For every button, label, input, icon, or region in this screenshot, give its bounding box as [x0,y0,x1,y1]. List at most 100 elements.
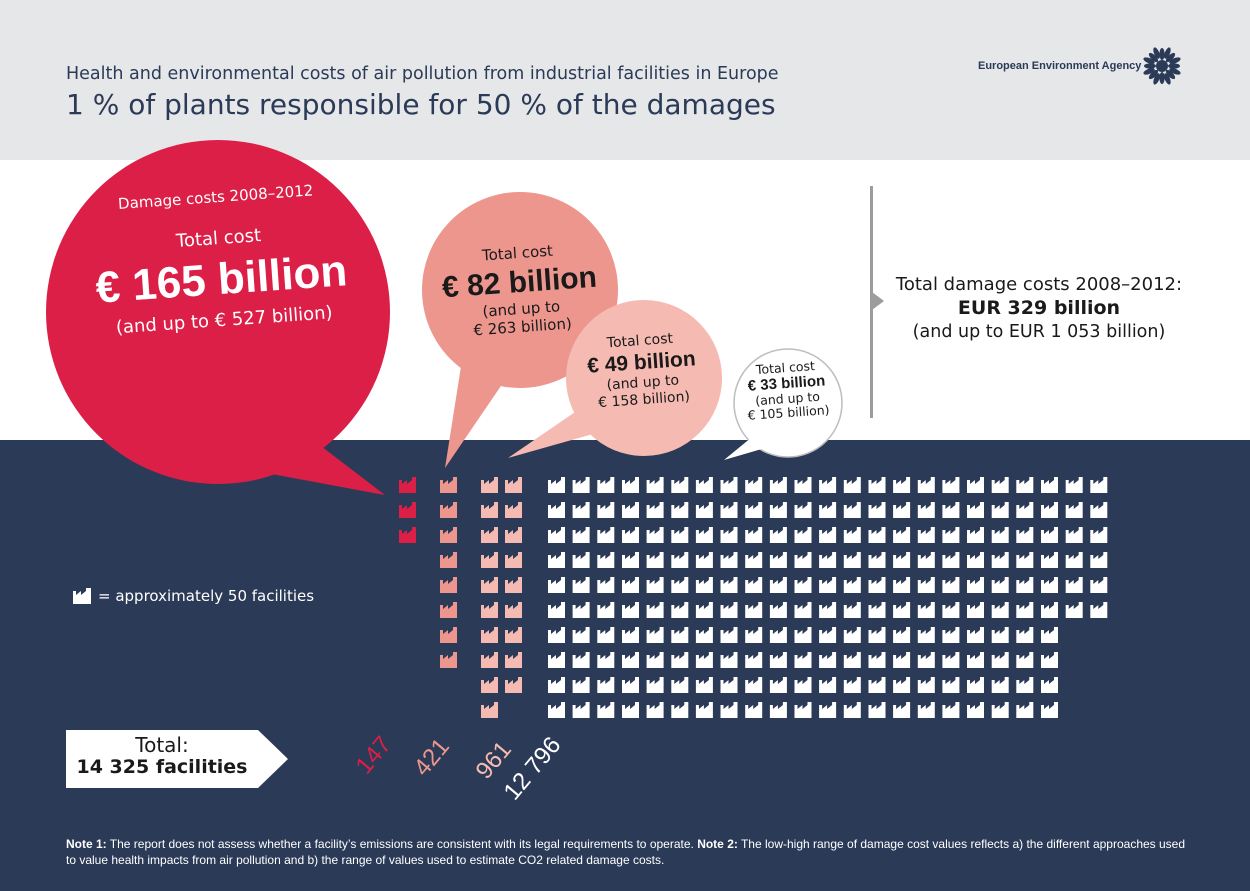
factory-icon [671,477,689,493]
factory-icon [646,702,664,718]
factory-icon [572,552,590,568]
logo-ray [1159,48,1165,60]
factory-icon [1041,527,1058,543]
factory-icon [991,477,1009,493]
factory-icon [967,652,984,668]
bubble-text-147: Damage costs 2008–2012 Total cost € 165 … [70,178,369,340]
factory-icon [917,552,935,568]
factory-icon [794,702,812,718]
eea-logo-icon[interactable] [1140,44,1184,88]
factory-icon [440,477,457,493]
factory-icon [548,477,565,493]
factory-icon [440,577,457,593]
factory-icon [622,527,639,543]
factory-icon [440,652,457,668]
factory-icon [597,702,615,718]
factory-icon [917,577,935,593]
factory-icon [1016,552,1034,568]
factory-icon [505,527,522,543]
factory-icon [843,552,861,568]
factory-icon [1041,677,1058,693]
factory-icon [868,602,886,618]
factory-icon [1090,502,1108,518]
factory-icon [548,677,565,693]
factory-icon [505,552,522,568]
factory-icon [572,502,590,518]
factory-icon [572,627,590,643]
factory-icon [1016,677,1034,693]
factory-icon [794,527,812,543]
factory-icon [622,552,639,568]
logo-ray [1165,69,1176,80]
logo-ray [1153,73,1160,85]
factory-icon [819,627,837,643]
factory-icon [819,527,837,543]
factory-icon [548,652,565,668]
factory-icon [967,677,984,693]
logo-ray [1164,73,1171,85]
factory-icon [399,477,416,493]
logo-ray [1168,63,1180,69]
factory-icon [745,677,763,693]
cost-bubble-421 [422,192,618,388]
factory-icon [622,502,639,518]
cost-bubble-147 [46,140,390,484]
logo-ray [1165,52,1176,63]
factory-icon [481,552,498,568]
infographic-title: 1 % of plants responsible for 50 % of th… [66,88,776,121]
factory-icon [695,477,713,493]
agency-name[interactable]: European Environment Agency [978,60,1142,72]
factory-icon [967,627,984,643]
factory-icon [572,477,590,493]
factory-icon [967,552,984,568]
factory-icon [720,552,738,568]
factory-icon [942,677,960,693]
factory-icon [967,602,984,618]
bubble-text-421: Total cost € 82 billion (and up to € 263… [417,237,623,343]
factory-icon [720,702,738,718]
summary-divider [870,186,873,418]
factory-icon [917,502,935,518]
factory-icon [1016,577,1034,593]
factory-icon [597,527,615,543]
factory-icon [769,477,787,493]
factory-icon [868,652,886,668]
bubble-text-961: Total cost € 49 billion (and up to € 158… [566,328,719,414]
factory-icon [819,602,837,618]
factory-icon [1041,577,1058,593]
factory-icon [720,527,738,543]
factory-icon [819,477,837,493]
factory-icon [745,527,763,543]
factory-icon [622,602,639,618]
factory-icon [720,652,738,668]
total-arrow-icon [258,730,288,788]
logo-ray [1153,47,1160,59]
factory-icon [917,702,935,718]
factory-icon [893,677,911,693]
bubble-text-12796: Total cost € 33 billion (and up to € 105… [731,356,843,424]
factory-icon [671,677,689,693]
factory-icon [819,577,837,593]
factory-icon [769,502,787,518]
factory-icon [481,652,498,668]
summary-value: EUR 329 billion [957,297,1121,319]
factory-icon [794,627,812,643]
factory-icon [1065,602,1083,618]
factory-icon [671,502,689,518]
summary-label: Total damage costs 2008–2012: [895,274,1183,295]
cost-bubble-961 [566,300,722,456]
factory-icon [548,627,565,643]
factory-icon [843,577,861,593]
factory-icon [548,552,565,568]
factory-icon [720,577,738,593]
factory-icon [819,702,837,718]
factory-icon [745,577,763,593]
factory-icon [942,527,960,543]
factory-icon [646,677,664,693]
factory-icon [893,702,911,718]
factory-icon [917,527,935,543]
factory-icon [769,677,787,693]
factory-icon [893,627,911,643]
factory-icon [622,477,639,493]
factory-icon [695,577,713,593]
